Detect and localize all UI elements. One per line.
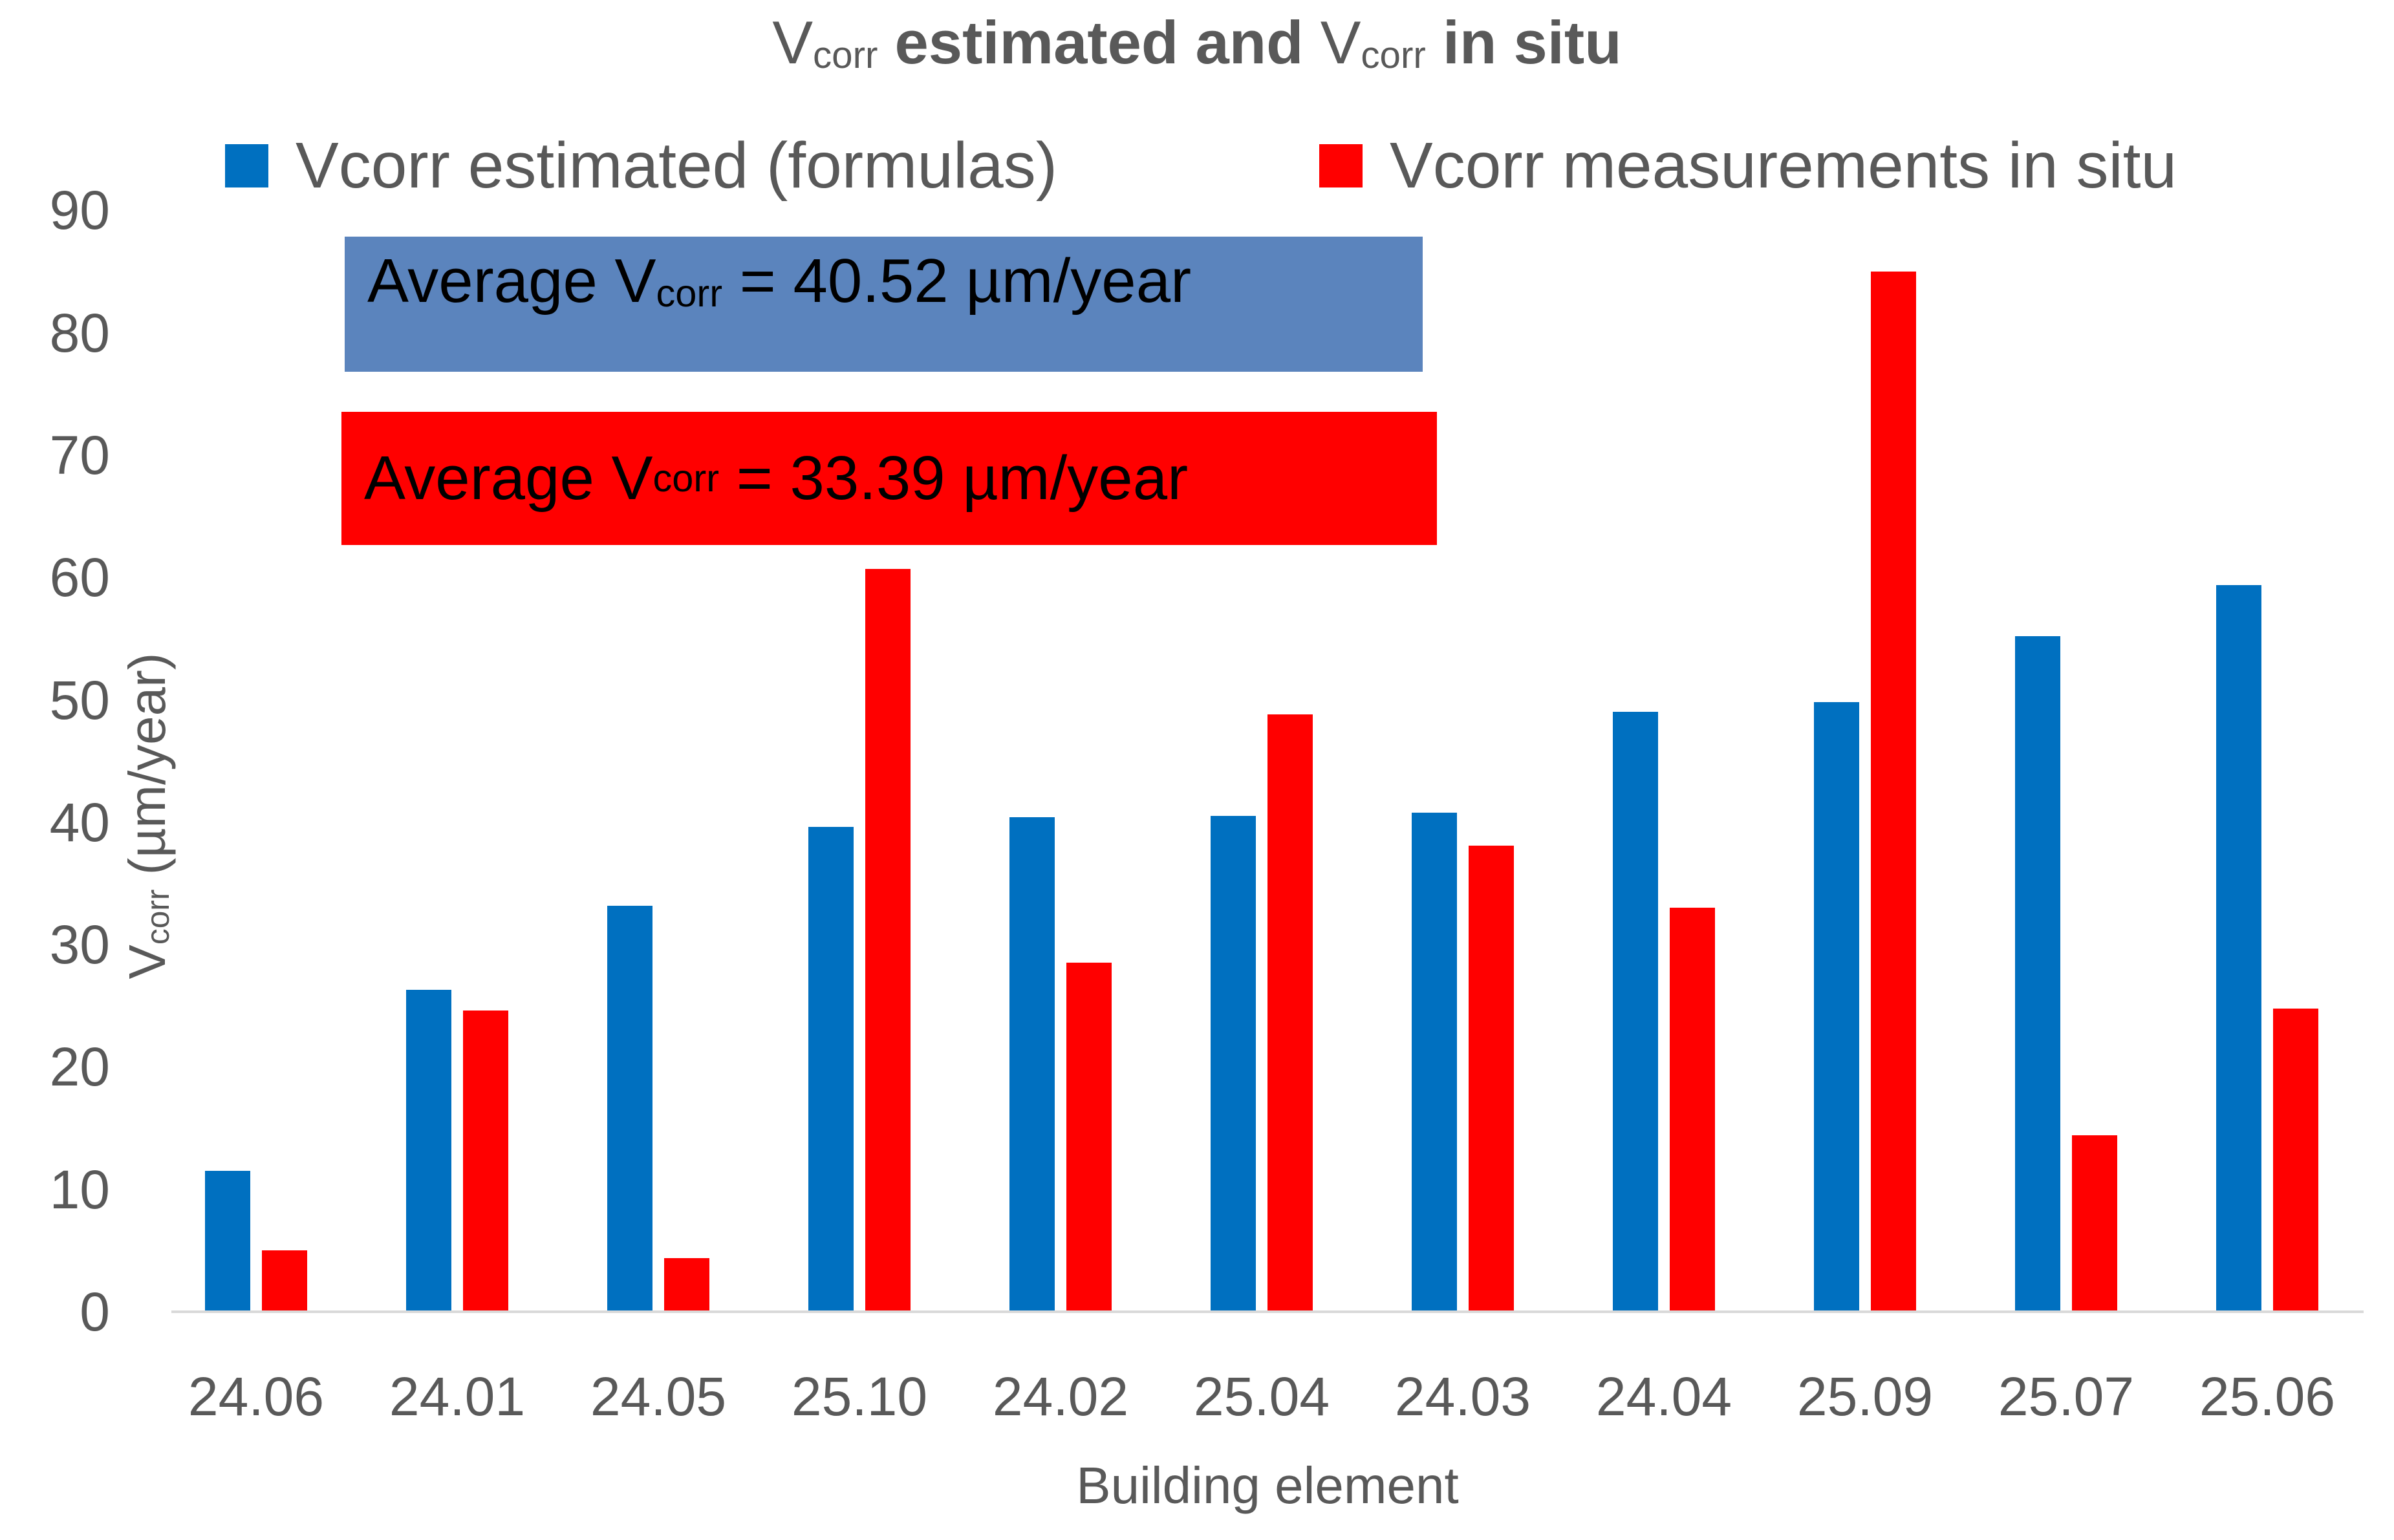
y-tick-label-10: 10 — [49, 1159, 110, 1220]
chart-title-mid: estimated and — [878, 8, 1321, 76]
x-tick-label-24.01: 24.01 — [389, 1366, 526, 1427]
x-tick-label-25.06: 25.06 — [2199, 1366, 2336, 1427]
y-tick-label-90: 90 — [49, 180, 110, 241]
bar-insitu-25.09 — [1871, 272, 1916, 1312]
chart-title-v1: V — [772, 8, 814, 76]
annotation-blue-value: = 40.52 µm/year — [722, 246, 1192, 315]
legend-label-estimated: Vcorr estimated (formulas) — [296, 129, 1058, 202]
bar-insitu-24.05 — [664, 1258, 709, 1312]
bar-estimated-24.03 — [1412, 813, 1457, 1312]
chart-title-end: in situ — [1425, 8, 1622, 76]
y-tick-label-50: 50 — [49, 669, 110, 731]
bar-insitu-25.06 — [2273, 1009, 2318, 1312]
bar-insitu-25.07 — [2072, 1135, 2117, 1312]
chart-title-sub1: corr — [813, 34, 878, 76]
y-tick-label-80: 80 — [49, 302, 110, 363]
x-tick-label-24.04: 24.04 — [1595, 1366, 1732, 1427]
x-tick-label-25.09: 25.09 — [1796, 1366, 1934, 1427]
bar-estimated-24.02 — [1009, 817, 1055, 1312]
bar-estimated-24.01 — [406, 990, 451, 1312]
annotation-blue-text: Average V — [367, 246, 656, 315]
bar-insitu-25.04 — [1267, 714, 1313, 1312]
x-tick-label-24.05: 24.05 — [590, 1366, 727, 1427]
y-axis-title: Vcorr (µm/year) — [118, 653, 176, 979]
y-axis-title-unit: (µm/year) — [118, 652, 176, 890]
annotation-average-estimated: Average Vcorr = 40.52 µm/year — [345, 237, 1423, 372]
bar-estimated-24.05 — [607, 906, 652, 1312]
bar-estimated-25.10 — [808, 827, 854, 1312]
bar-estimated-25.07 — [2015, 636, 2060, 1312]
x-tick-label-25.10: 25.10 — [791, 1366, 928, 1427]
x-tick-label-24.03: 24.03 — [1394, 1366, 1531, 1427]
annotation-red-value: = 33.39 µm/year — [719, 443, 1189, 513]
legend-swatch-red-icon — [1319, 144, 1363, 187]
bar-insitu-24.02 — [1066, 963, 1112, 1312]
y-tick-label-60: 60 — [49, 547, 110, 608]
x-tick-label-24.02: 24.02 — [992, 1366, 1129, 1427]
legend-item-insitu: Vcorr measurements in situ — [1319, 133, 2177, 198]
annotation-red-text: Average V — [364, 443, 653, 513]
bar-estimated-24.04 — [1613, 712, 1658, 1312]
bar-insitu-24.04 — [1670, 908, 1715, 1312]
y-axis-title-sub: corr — [139, 889, 176, 945]
x-axis-line — [171, 1310, 2364, 1313]
bar-insitu-25.10 — [865, 569, 911, 1312]
y-tick-label-20: 20 — [49, 1036, 110, 1098]
bar-estimated-25.09 — [1814, 702, 1859, 1312]
y-tick-label-40: 40 — [49, 791, 110, 853]
y-axis-title-v: V — [118, 945, 176, 979]
x-tick-label-25.04: 25.04 — [1193, 1366, 1330, 1427]
chart-title: Vcorr estimated and Vcorr in situ — [0, 9, 2394, 76]
legend-swatch-blue-icon — [225, 144, 268, 187]
x-tick-label-24.06: 24.06 — [188, 1366, 325, 1427]
annotation-blue-sub: corr — [656, 272, 723, 315]
bar-estimated-24.06 — [205, 1171, 250, 1312]
chart-title-v2: V — [1320, 8, 1361, 76]
bar-insitu-24.01 — [463, 1011, 508, 1312]
chart-title-sub2: corr — [1361, 34, 1426, 76]
legend-label-insitu: Vcorr measurements in situ — [1390, 129, 2177, 202]
bar-estimated-25.06 — [2216, 585, 2261, 1312]
bar-insitu-24.03 — [1469, 846, 1514, 1312]
bar-estimated-25.04 — [1211, 816, 1256, 1312]
legend-item-estimated: Vcorr estimated (formulas) — [225, 133, 1057, 198]
bar-insitu-24.06 — [262, 1250, 307, 1312]
x-axis-title: Building element — [1076, 1457, 1459, 1514]
y-tick-label-0: 0 — [80, 1281, 110, 1342]
x-tick-label-25.07: 25.07 — [1998, 1366, 2135, 1427]
y-tick-label-30: 30 — [49, 914, 110, 976]
y-tick-label-70: 70 — [49, 424, 110, 486]
